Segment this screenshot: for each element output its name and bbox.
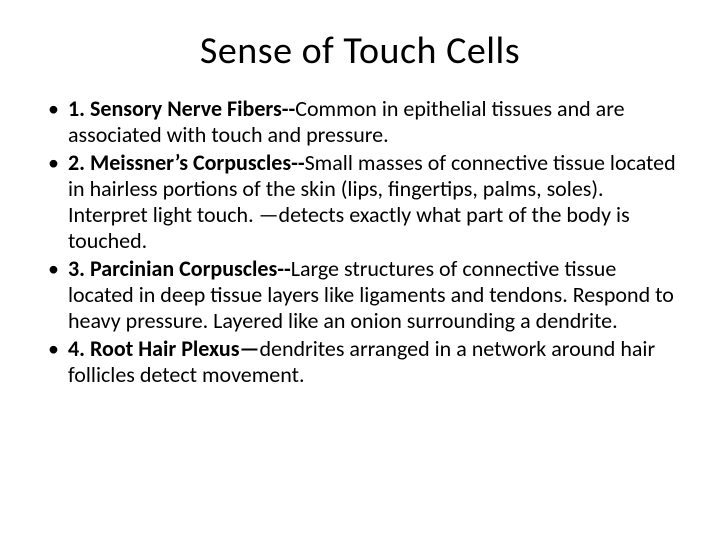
list-item: 4. Root Hair Plexus—dendrites arranged i… bbox=[44, 336, 676, 388]
bullet-list: 1. Sensory Nerve Fibers--Common in epith… bbox=[44, 96, 676, 387]
slide-title: Sense of Touch Cells bbox=[44, 28, 676, 74]
list-item: 1. Sensory Nerve Fibers--Common in epith… bbox=[44, 96, 676, 148]
slide: Sense of Touch Cells 1. Sensory Nerve Fi… bbox=[0, 0, 720, 540]
list-item: 2. Meissner’s Corpuscles--Small masses o… bbox=[44, 150, 676, 254]
slide-body: 1. Sensory Nerve Fibers--Common in epith… bbox=[44, 96, 676, 387]
bullet-lead: 2. Meissner’s Corpuscles-- bbox=[68, 149, 305, 176]
bullet-lead: 1. Sensory Nerve Fibers-- bbox=[68, 95, 295, 122]
bullet-lead: 4. Root Hair Plexus— bbox=[68, 335, 259, 362]
list-item: 3. Parcinian Corpuscles--Large structure… bbox=[44, 256, 676, 334]
bullet-lead: 3. Parcinian Corpuscles-- bbox=[68, 255, 291, 282]
